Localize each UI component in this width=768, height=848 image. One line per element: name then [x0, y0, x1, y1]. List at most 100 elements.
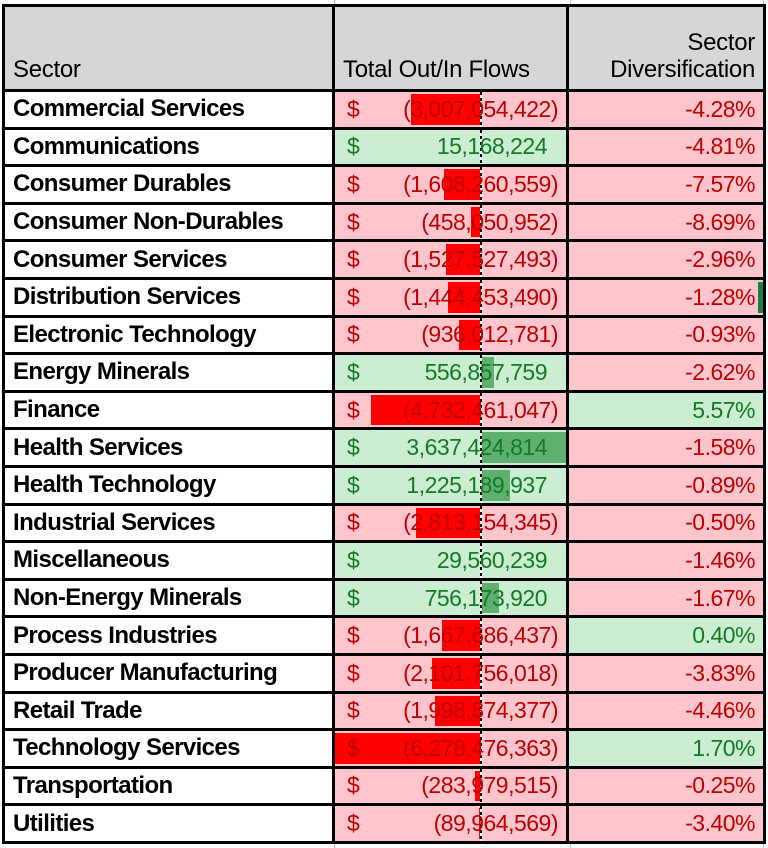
diversification-cell[interactable]: -0.50%	[569, 505, 763, 541]
flow-cell[interactable]: $ (458,050,952)	[335, 204, 569, 240]
sector-cell[interactable]: Utilities	[5, 806, 335, 841]
sector-label: Distribution Services	[13, 283, 241, 311]
diversification-cell[interactable]: 1.70%	[569, 731, 763, 766]
diversification-cell[interactable]: 0.40%	[569, 618, 763, 653]
flow-cell[interactable]: $ (89,964,569)	[335, 806, 569, 841]
diversification-cell[interactable]: -4.28%	[569, 92, 763, 127]
flow-databar	[415, 507, 482, 539]
sector-cell[interactable]: Health Services	[5, 430, 335, 465]
sector-cell[interactable]: Transportation	[5, 768, 335, 804]
flow-databar	[335, 733, 482, 764]
flow-databar	[470, 206, 482, 238]
flow-cell[interactable]: $ (1,998,874,377)	[335, 693, 569, 729]
diversification-cell[interactable]: -1.58%	[569, 430, 763, 465]
flow-cell[interactable]: $ 29,560,239	[335, 543, 569, 578]
sector-cell[interactable]: Distribution Services	[5, 279, 335, 315]
diversification-cell[interactable]: -7.57%	[569, 167, 763, 202]
sector-cell[interactable]: Technology Services	[5, 731, 335, 766]
flow-cell[interactable]: $ (1,444,453,490)	[335, 279, 569, 315]
diversification-cell[interactable]: -3.83%	[569, 655, 763, 691]
diversification-cell[interactable]: -4.46%	[569, 693, 763, 729]
sector-label: Communications	[13, 132, 200, 160]
flow-cell[interactable]: $ 3,637,424,814	[335, 430, 569, 465]
bottom-margin	[0, 843, 768, 848]
databar-zero-axis	[480, 279, 483, 315]
sector-label: Miscellaneous	[13, 546, 170, 574]
flow-amount: (1,667,686,437)	[403, 622, 558, 649]
sector-cell[interactable]: Producer Manufacturing	[5, 655, 335, 691]
diversification-cell[interactable]: 5.57%	[569, 392, 763, 428]
flow-databar	[432, 657, 482, 689]
sector-cell[interactable]: Retail Trade	[5, 693, 335, 729]
currency-symbol: $	[347, 208, 360, 235]
flow-cell[interactable]: $ 756,173,920	[335, 580, 569, 616]
flow-amount: (458,050,952)	[421, 208, 558, 235]
header-sector[interactable]: Sector	[5, 7, 335, 89]
sector-cell[interactable]: Health Technology	[5, 467, 335, 503]
gridline	[570, 843, 571, 848]
currency-symbol: $	[347, 283, 360, 310]
flow-cell[interactable]: $ (936,012,781)	[335, 317, 569, 353]
currency-symbol: $	[347, 734, 360, 761]
flow-cell[interactable]: $ (6,278,476,363)	[335, 731, 569, 766]
flow-amount: (936,012,781)	[421, 321, 558, 348]
flow-databar	[479, 808, 482, 839]
sector-cell[interactable]: Commercial Services	[5, 92, 335, 127]
sector-cell[interactable]: Communications	[5, 129, 335, 165]
flow-cell[interactable]: $ 1,225,189,937	[335, 467, 569, 503]
header-total-flows[interactable]: Total Out/In Flows	[335, 7, 569, 89]
diversification-cell[interactable]: -1.46%	[569, 543, 763, 578]
flow-cell[interactable]: $ (2,813,154,345)	[335, 505, 569, 541]
flow-cell[interactable]: $ (1,527,527,493)	[335, 242, 569, 277]
sector-label: Utilities	[13, 809, 95, 837]
sector-cell[interactable]: Electronic Technology	[5, 317, 335, 353]
sector-label: Process Industries	[13, 621, 218, 649]
diversification-value: -1.28%	[685, 283, 755, 310]
flow-cell[interactable]: $ 15,168,224	[335, 129, 569, 165]
diversification-cell[interactable]: -3.40%	[569, 806, 763, 841]
diversification-cell[interactable]: -0.89%	[569, 467, 763, 503]
header-diversification[interactable]: Sector Diversification	[569, 7, 763, 89]
table-row: Producer Manufacturing $ (2,101,756,018)…	[5, 652, 763, 691]
flow-amount: 15,168,224	[436, 133, 548, 160]
header-row: Sector Total Out/In Flows Sector Diversi…	[5, 7, 763, 89]
sector-label: Transportation	[13, 771, 173, 799]
sector-cell[interactable]: Consumer Services	[5, 242, 335, 277]
table-row: Communications $ 15,168,224 -4.81%	[5, 126, 763, 165]
sector-label: Non-Energy Minerals	[13, 584, 242, 612]
flow-cell[interactable]: $ (3,007,054,422)	[335, 92, 569, 127]
diversification-cell[interactable]: -0.25%	[569, 768, 763, 804]
sector-cell[interactable]: Consumer Non-Durables	[5, 204, 335, 240]
table-row: Miscellaneous $ 29,560,239 -1.46%	[5, 540, 763, 578]
diversification-value: 1.70%	[692, 734, 755, 761]
flow-cell[interactable]: $ (283,979,515)	[335, 768, 569, 804]
diversification-value: -4.81%	[685, 133, 755, 160]
sector-cell[interactable]: Non-Energy Minerals	[5, 580, 335, 616]
flow-cell[interactable]: $ (2,101,756,018)	[335, 655, 569, 691]
adjacent-selection-border	[758, 281, 763, 313]
flow-cell[interactable]: $ (4,732,461,047)	[335, 392, 569, 428]
diversification-cell[interactable]: -1.67%	[569, 580, 763, 616]
table-row: Consumer Durables $ (1,608,260,559) -7.5…	[5, 164, 763, 202]
diversification-cell[interactable]: -1.28%	[569, 279, 763, 315]
diversification-cell[interactable]: -2.96%	[569, 242, 763, 277]
sector-cell[interactable]: Consumer Durables	[5, 167, 335, 202]
diversification-cell[interactable]: -8.69%	[569, 204, 763, 240]
databar-zero-axis	[480, 430, 483, 465]
flow-cell[interactable]: $ 556,857,759	[335, 355, 569, 390]
sector-cell[interactable]: Process Industries	[5, 618, 335, 653]
flow-cell[interactable]: $ (1,608,260,559)	[335, 167, 569, 202]
diversification-cell[interactable]: -2.62%	[569, 355, 763, 390]
diversification-value: -0.93%	[685, 321, 755, 348]
databar-zero-axis	[480, 768, 483, 804]
diversification-cell[interactable]: -4.81%	[569, 129, 763, 165]
sector-cell[interactable]: Finance	[5, 392, 335, 428]
flow-amount: 3,637,424,814	[406, 434, 547, 461]
databar-zero-axis	[480, 317, 483, 353]
sector-cell[interactable]: Miscellaneous	[5, 543, 335, 578]
currency-symbol: $	[347, 810, 360, 837]
sector-cell[interactable]: Industrial Services	[5, 505, 335, 541]
diversification-cell[interactable]: -0.93%	[569, 317, 763, 353]
sector-cell[interactable]: Energy Minerals	[5, 355, 335, 390]
flow-cell[interactable]: $ (1,667,686,437)	[335, 618, 569, 653]
